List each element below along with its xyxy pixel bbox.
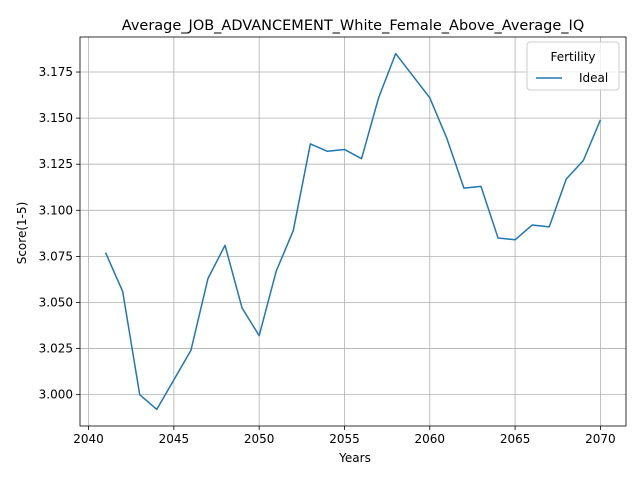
y-tick-label: 3.175 bbox=[39, 65, 73, 79]
y-tick-label: 3.025 bbox=[39, 342, 73, 356]
grid bbox=[80, 37, 626, 426]
x-tick-label: 2040 bbox=[73, 432, 104, 446]
x-tick-label: 2050 bbox=[244, 432, 275, 446]
x-tick-label: 2055 bbox=[329, 432, 360, 446]
series-layer bbox=[104, 52, 602, 411]
y-axis-label: Score(1-5) bbox=[15, 202, 29, 265]
x-axis: 2040 2045 2050 2055 2060 2065 2070 bbox=[73, 426, 616, 446]
y-tick-label: 3.075 bbox=[39, 249, 73, 263]
y-tick-label: 3.000 bbox=[39, 388, 73, 402]
y-tick-label: 3.100 bbox=[39, 203, 73, 217]
x-tick-label: 2070 bbox=[585, 432, 616, 446]
x-axis-label: Years bbox=[338, 451, 371, 465]
legend-title: Fertility bbox=[550, 50, 595, 64]
y-tick-label: 3.050 bbox=[39, 295, 73, 309]
plot-frame bbox=[79, 36, 627, 427]
series-line-ideal bbox=[104, 52, 602, 411]
legend-label-ideal: Ideal bbox=[579, 71, 608, 85]
chart-title: Average_JOB_ADVANCEMENT_White_Female_Abo… bbox=[122, 18, 585, 34]
x-tick-label: 2065 bbox=[500, 432, 531, 446]
y-tick-label: 3.150 bbox=[39, 111, 73, 125]
y-tick-label: 3.125 bbox=[39, 157, 73, 171]
x-tick-label: 2045 bbox=[159, 432, 190, 446]
x-tick-label: 2060 bbox=[415, 432, 446, 446]
legend: Fertility Ideal bbox=[526, 41, 620, 91]
y-axis: 3.000 3.025 3.050 3.075 3.100 3.125 3.150 3.175 bbox=[39, 65, 80, 402]
